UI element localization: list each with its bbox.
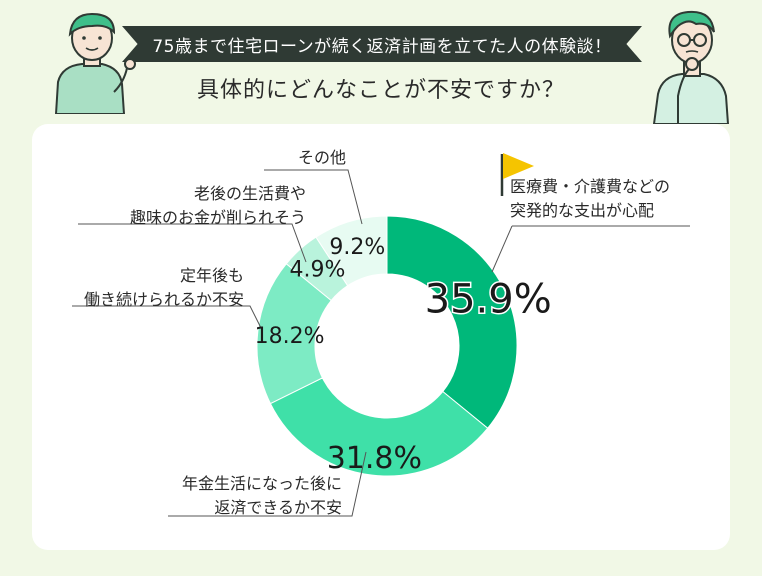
slice-category-label: その他 — [298, 148, 346, 167]
donut-slice — [269, 377, 489, 477]
leader-line — [72, 305, 263, 331]
donut-slice — [315, 215, 388, 287]
slice-value-label: 18.2% — [255, 324, 325, 349]
leader-line — [168, 451, 367, 517]
flag-icon — [500, 153, 534, 196]
slice-category-label: 年金生活になった後に — [182, 474, 342, 493]
banner-text: 75歳まで住宅ローンが続く返済計画を立てた人の体験談！ — [152, 36, 612, 57]
slice-category-label: 突発的な支出が心配 — [510, 201, 654, 220]
slice-value-label: 9.2% — [329, 235, 385, 260]
slice-category-label: 働き続けられるか不安 — [84, 290, 244, 309]
slice-category-label: 老後の生活費や — [194, 184, 306, 203]
slice-category-label: 医療費・介護費などの — [510, 177, 670, 196]
slice-category-label: 返済できるか不安 — [214, 498, 342, 517]
slice-value-label: 31.8% — [327, 441, 422, 476]
chart-card — [32, 124, 730, 550]
person-left-illustration — [54, 12, 136, 114]
slice-value-label: 35.9% — [425, 276, 552, 322]
donut-slice — [386, 215, 518, 429]
slice-category-label: 定年後も — [180, 266, 244, 285]
person-right-illustration — [652, 10, 730, 124]
slice-value-label: 4.9% — [290, 258, 346, 283]
slice-category-label: 趣味のお金が削られそう — [130, 208, 306, 227]
leader-line — [491, 225, 690, 273]
title-banner: 75歳まで住宅ローンが続く返済計画を立てた人の体験談！ — [122, 26, 642, 62]
leader-line — [264, 169, 363, 225]
page-subtitle: 具体的にどんなことが不安ですか？ — [196, 78, 565, 103]
leader-line — [78, 223, 307, 263]
